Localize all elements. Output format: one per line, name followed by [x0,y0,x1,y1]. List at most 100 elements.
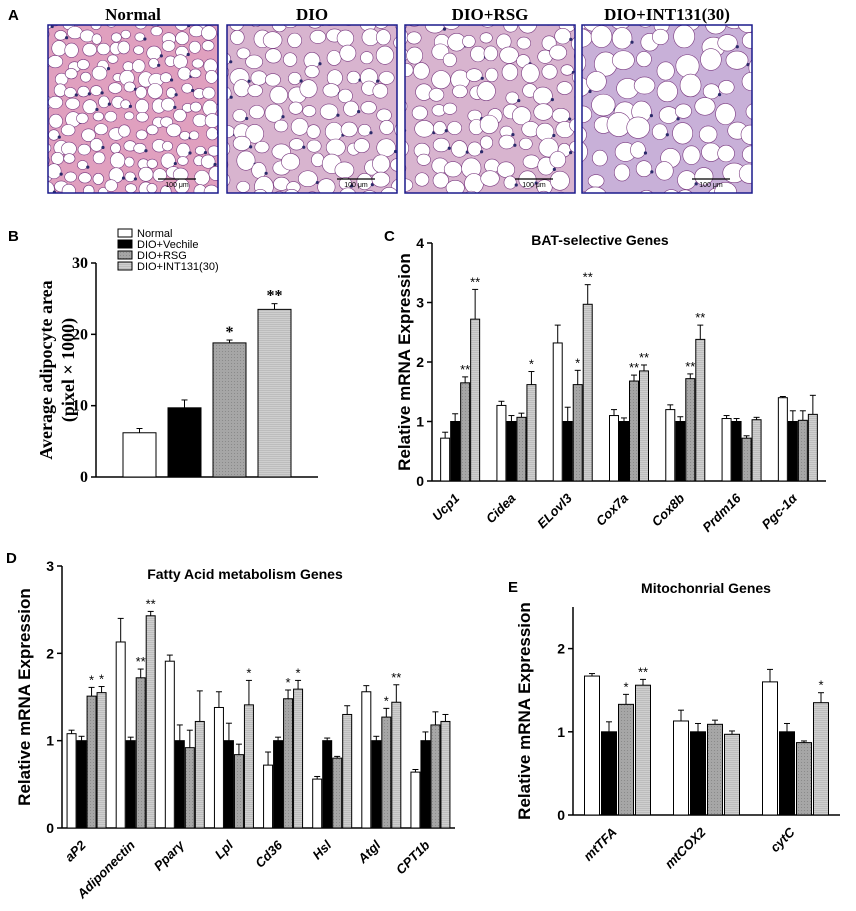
micrograph-title: DIO [296,5,328,24]
adipocyte [89,138,104,152]
nucleus [393,149,397,154]
adipocyte [94,123,109,136]
chart-title: Mitochonrial Genes [641,580,771,596]
bar-DIO+RSG [430,724,441,829]
significance-mark: ** [639,350,649,365]
adipocyte [205,70,218,84]
adipocyte [284,189,300,193]
adipocyte [289,138,305,151]
nucleus [654,202,657,205]
nucleus [643,151,648,155]
significance-mark: ** [267,288,283,305]
bar-DIO+Vechile [273,740,284,829]
adipocyte [326,50,342,66]
adipocyte [90,85,103,96]
adipocyte [98,95,110,109]
adipocyte [124,156,135,168]
adipocyte [725,50,749,70]
nucleus [569,37,573,42]
adipocyte [424,194,442,211]
nucleus [350,184,354,188]
adipocyte [133,45,145,55]
adipocyte [554,28,572,45]
bar-DIO+INT131(30) [695,338,706,482]
nucleus [513,143,517,147]
legend-label: Normal [137,228,172,240]
nucleus [218,152,221,155]
bar-DIO+RSG [460,382,471,482]
adipocyte [672,122,694,145]
adipocyte [290,118,309,136]
y-tick-label: 1 [557,724,565,740]
adipocyte [269,85,288,105]
adipocyte [414,172,430,187]
adipocyte [48,117,49,124]
adipocyte [227,173,231,187]
nucleus [302,145,306,149]
nucleus [299,79,303,83]
nucleus [107,102,111,106]
adipocyte [582,190,588,193]
adipocyte [549,151,567,169]
adipocyte [414,120,435,138]
nucleus [169,78,174,82]
adipocyte [584,186,607,193]
adipocyte [265,73,281,87]
micrograph-title: Normal [105,5,161,24]
adipocyte [516,36,532,50]
adipocyte [702,83,720,100]
adipocyte [375,29,391,46]
nucleus [173,161,177,166]
adipocyte [533,86,553,105]
significance-mark: * [226,324,234,341]
adipocyte [92,151,106,165]
nucleus [144,149,148,153]
adipocyte [339,187,357,193]
adipocyte [431,70,451,90]
adipocyte [204,113,218,129]
adipocyte [77,12,91,24]
adipocyte [104,111,118,123]
bar-Normal [312,778,323,829]
significance-mark: ** [391,670,401,685]
bar-DIO+Vechile [601,731,617,816]
adipocyte [380,187,397,193]
nucleus [369,131,373,135]
nucleus [86,165,90,169]
adipocyte [177,66,192,81]
adipocyte [83,184,95,193]
y-tick-label: 3 [416,295,424,311]
nucleus [59,172,63,176]
bar-DIO+INT131(30) [807,413,818,482]
adipocyte [64,42,79,58]
nucleus [766,198,769,201]
adipocyte [201,25,217,41]
adipocyte [587,174,605,188]
adipocyte [357,124,372,137]
nucleus [630,40,634,44]
adipocyte [521,63,540,84]
category-label: CPT1b [393,837,433,877]
y-tick-label: 0 [557,807,565,823]
nucleus [552,133,556,138]
adipocyte [533,103,554,121]
adipocyte [124,111,135,121]
bar-Normal [762,681,778,816]
adipocyte [556,81,573,95]
adipocyte [317,178,336,193]
adipocyte [33,126,48,142]
bar-DIO+INT131(30) [194,720,205,829]
adipocyte [715,103,736,125]
panel-b-label: B [8,228,19,245]
significance-mark: * [89,672,94,687]
adipocyte [406,46,423,65]
adipocyte [48,129,60,141]
nucleus [245,116,249,121]
legend-swatch [117,250,133,260]
significance-mark: ** [470,274,480,289]
adipocyte [479,114,499,134]
adipocyte [360,51,374,65]
adipocyte [545,25,552,26]
adipocyte [232,109,247,123]
adipocyte [254,176,274,193]
